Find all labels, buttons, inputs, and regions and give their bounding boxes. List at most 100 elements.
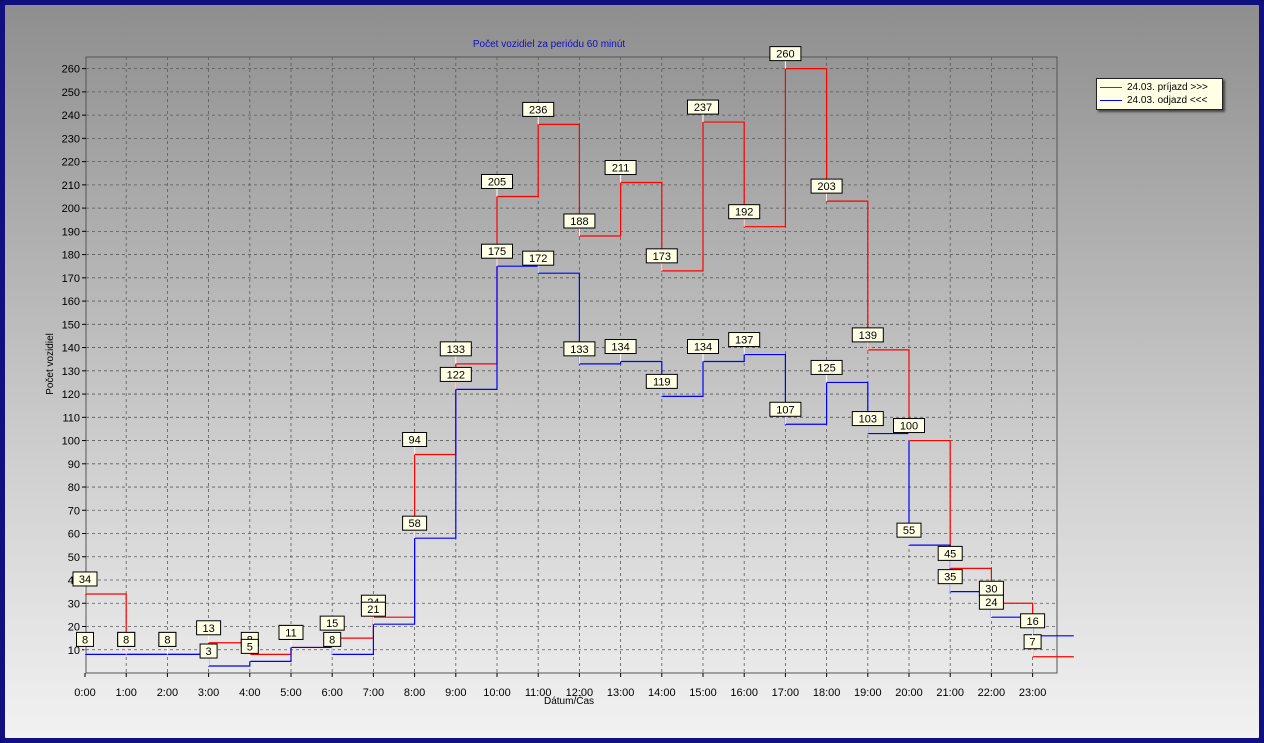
data-label-text: 15 xyxy=(326,618,338,630)
data-label-box xyxy=(481,173,513,189)
data-label-text: 192 xyxy=(735,207,753,219)
data-label-text: 133 xyxy=(447,344,465,356)
data-label-text: 205 xyxy=(488,176,506,188)
data-label-box xyxy=(402,515,428,531)
data-label-text: 173 xyxy=(653,251,671,263)
y-tick-label: 240 xyxy=(62,110,80,122)
data-label-box xyxy=(76,631,94,647)
data-label-text: 3 xyxy=(206,646,212,658)
data-label-box xyxy=(196,620,222,636)
data-label-text: 94 xyxy=(408,434,420,446)
x-tick-label: 11:00 xyxy=(525,687,552,699)
x-tick-label: 2:00 xyxy=(157,687,178,699)
data-label-arrival: 94 xyxy=(402,431,428,455)
y-tick-label: 110 xyxy=(62,412,80,424)
data-label-box xyxy=(769,46,802,62)
data-label-text: 175 xyxy=(488,246,506,258)
data-label-text: 119 xyxy=(653,376,671,388)
data-label-text: 30 xyxy=(985,583,997,595)
x-tick-label: 13:00 xyxy=(607,687,635,699)
series-lines xyxy=(85,68,1074,667)
data-label-arrival: 203 xyxy=(810,178,843,202)
y-tick-label: 60 xyxy=(68,529,80,541)
y-tick-label: 160 xyxy=(62,296,80,308)
x-tick-label: 6:00 xyxy=(321,687,342,699)
data-label-arrival: 139 xyxy=(851,327,884,350)
series-line-arrival xyxy=(85,68,1074,658)
data-label-text: 139 xyxy=(859,330,877,342)
data-label-departure: 8 xyxy=(76,631,94,655)
data-label-arrival: 236 xyxy=(522,101,555,125)
y-tick-label: 10 xyxy=(68,645,80,657)
legend-swatch-departure xyxy=(1100,99,1122,101)
data-label-text: 8 xyxy=(329,634,335,646)
data-label-text: 134 xyxy=(694,342,712,354)
data-label-text: 107 xyxy=(776,404,794,416)
data-label-box xyxy=(896,522,922,538)
data-label-text: 16 xyxy=(1026,616,1038,628)
x-tick-label: 17:00 xyxy=(772,687,800,699)
data-label-departure: 21 xyxy=(360,601,386,625)
y-tick-label: 80 xyxy=(68,482,80,494)
data-label-arrival: 260 xyxy=(769,46,802,69)
data-label-departure: 3 xyxy=(199,643,218,667)
data-label-text: 45 xyxy=(944,548,956,560)
data-label-text: 137 xyxy=(735,335,753,347)
x-tick-label: 20:00 xyxy=(895,687,923,699)
data-label-text: 211 xyxy=(612,163,630,175)
x-tick-label: 21:00 xyxy=(936,687,964,699)
legend-label-arrival: 24.03. príjazd >>> xyxy=(1127,82,1208,93)
data-label-departure: 55 xyxy=(896,522,922,546)
series-line-departure xyxy=(85,265,1074,667)
legend-swatch-arrival xyxy=(1100,86,1122,88)
data-label-text: 7 xyxy=(1030,637,1036,649)
y-tick-labels: 1020304050607080901001101201301401501601… xyxy=(62,64,80,657)
data-label-box xyxy=(810,178,843,194)
data-label-departure: 133 xyxy=(563,341,596,364)
x-axis-label: Dátum/Čas xyxy=(544,694,594,707)
data-label-box xyxy=(893,418,925,434)
data-label-departure: 107 xyxy=(769,401,802,425)
data-label-box xyxy=(604,339,637,355)
legend-item-departure: 24.03. odjazd <<< xyxy=(1100,94,1207,107)
data-label-arrival: 205 xyxy=(481,173,513,197)
x-tick-label: 10:00 xyxy=(483,687,511,699)
y-tick-label: 200 xyxy=(62,203,80,215)
data-label-box xyxy=(439,341,472,357)
data-label-box xyxy=(645,373,678,389)
data-label-text: 55 xyxy=(903,525,915,537)
chart-canvas: Počet vozidiel za periódu 60 minút Počet… xyxy=(45,39,1074,707)
data-label-arrival: 188 xyxy=(563,213,596,236)
data-label-departure: 137 xyxy=(728,332,761,355)
data-label-text: 125 xyxy=(817,362,835,374)
data-label-arrival: 133 xyxy=(439,341,472,364)
data-label-arrival: 211 xyxy=(604,160,637,183)
y-tick-label: 90 xyxy=(68,459,80,471)
data-label-text: 11 xyxy=(285,627,296,639)
y-tick-label: 230 xyxy=(62,133,80,145)
data-label-text: 236 xyxy=(529,104,547,116)
data-label-text: 122 xyxy=(447,369,465,381)
y-tick-label: 210 xyxy=(62,180,80,192)
data-label-box xyxy=(563,341,596,357)
data-label-arrival: 45 xyxy=(937,545,963,569)
data-label-box xyxy=(522,250,555,266)
data-label-text: 8 xyxy=(82,634,88,646)
data-label-box xyxy=(687,99,719,115)
data-label-text: 237 xyxy=(694,102,712,114)
x-tick-label: 18:00 xyxy=(813,687,841,699)
data-label-text: 103 xyxy=(859,414,877,426)
data-label-box xyxy=(851,327,884,343)
data-label-text: 134 xyxy=(611,342,629,354)
x-tick-label: 4:00 xyxy=(239,687,260,699)
data-label-box xyxy=(360,601,386,617)
data-label-arrival: 237 xyxy=(687,99,719,123)
data-label-departure: 5 xyxy=(240,638,259,662)
y-tick-label: 190 xyxy=(62,226,80,238)
data-label-text: 133 xyxy=(570,344,588,356)
data-label-departure: 35 xyxy=(937,569,963,592)
data-label-box xyxy=(439,366,472,382)
data-label-box xyxy=(278,624,304,640)
legend-label-departure: 24.03. odjazd <<< xyxy=(1127,95,1208,106)
x-tick-label: 9:00 xyxy=(445,687,466,699)
